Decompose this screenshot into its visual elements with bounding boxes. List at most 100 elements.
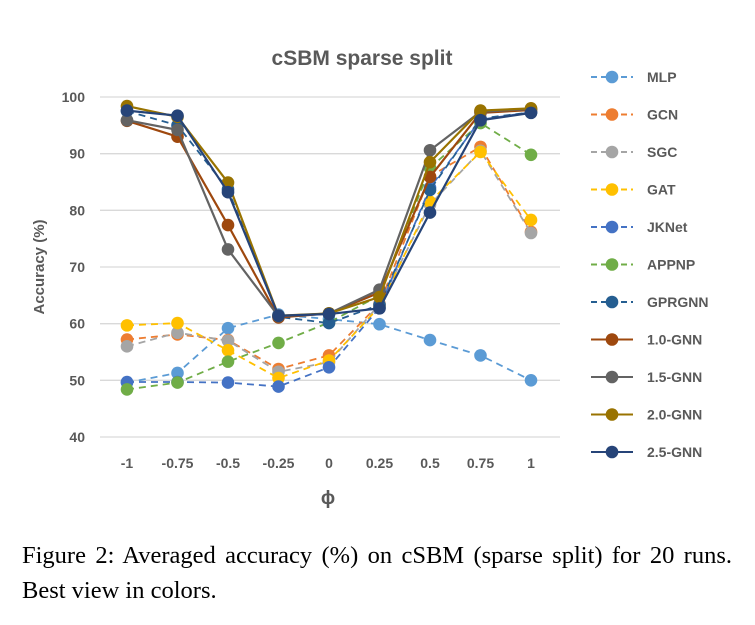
series-2.5-GNN	[120, 104, 538, 323]
series-line	[126, 108, 532, 319]
data-point	[423, 143, 437, 157]
data-point	[272, 336, 285, 350]
line-chart: cSBM sparse split 40 50 60 70 80 90 100 -1 -0.7…	[31, 47, 708, 509]
legend-label: JKNet	[647, 219, 688, 235]
legend-label: GPRGNN	[647, 294, 708, 310]
legend-label: 2.5-GNN	[647, 444, 702, 460]
legend-label: MLP	[647, 69, 677, 85]
legend-label: GCN	[647, 107, 678, 123]
legend-label: 1.0-GNN	[647, 332, 702, 348]
legend-item: GPRGNN	[591, 294, 708, 310]
data-point	[423, 333, 437, 347]
data-point	[524, 374, 538, 387]
legend-item: 2.0-GNN	[591, 407, 702, 423]
data-point	[221, 334, 235, 347]
data-point	[524, 148, 538, 162]
data-point	[474, 145, 487, 159]
y-tick-label: 70	[69, 259, 85, 275]
data-point	[171, 376, 184, 389]
data-point	[171, 326, 184, 340]
x-axis-label: ϕ	[321, 488, 335, 509]
legend-marker	[605, 295, 619, 309]
x-tick-label: 1	[527, 455, 535, 471]
data-point	[221, 376, 235, 389]
x-tick-label: -0.5	[216, 455, 240, 471]
data-point	[221, 243, 235, 256]
data-point	[221, 218, 235, 232]
legend-label: 2.0-GNN	[647, 407, 702, 423]
data-point	[120, 113, 134, 127]
legend-marker	[605, 70, 619, 84]
data-point	[272, 309, 285, 323]
legend-item: 1.0-GNN	[591, 332, 702, 348]
figure-caption: Figure 2: Averaged accuracy (%) on cSBM …	[22, 542, 732, 604]
legend-marker	[605, 108, 619, 121]
x-tick-label: -0.25	[263, 455, 295, 471]
data-point	[221, 344, 235, 357]
data-point	[120, 104, 134, 117]
legend: MLP GCN SGC GAT JKNet APPNP GPRGNN 1.0-GNN 1.5-G…	[591, 69, 708, 460]
data-point	[423, 206, 437, 219]
legend-item: GAT	[591, 182, 676, 198]
data-point	[221, 355, 235, 368]
x-tick-label: 0	[325, 455, 333, 471]
series-GCN	[120, 140, 538, 376]
legend-label: SGC	[647, 144, 677, 160]
data-point	[171, 316, 184, 330]
legend-label: APPNP	[647, 257, 695, 273]
y-tick-label: 90	[69, 146, 85, 162]
series-SGC	[120, 144, 538, 379]
data-point	[423, 170, 437, 184]
legend-marker	[605, 183, 619, 196]
y-tick-label: 60	[69, 316, 85, 332]
legend-item: MLP	[591, 69, 677, 85]
series-GAT	[120, 145, 538, 385]
data-point	[524, 213, 538, 227]
x-tick-label: -0.75	[162, 455, 194, 471]
series-1.0-GNN	[120, 103, 538, 324]
data-point	[423, 155, 437, 169]
data-point	[221, 185, 235, 199]
legend-marker	[605, 408, 619, 421]
data-point	[322, 361, 336, 374]
data-point	[171, 109, 184, 122]
legend-marker	[605, 370, 619, 384]
legend-marker	[605, 333, 619, 346]
legend-marker	[605, 145, 619, 159]
y-tick-label: 50	[69, 372, 85, 388]
series-line	[126, 150, 532, 380]
legend-item: SGC	[591, 144, 677, 160]
y-axis-label: Accuracy (%)	[31, 219, 48, 314]
data-point	[524, 226, 538, 240]
x-tick-label: 0.75	[467, 455, 494, 471]
legend-marker	[605, 220, 619, 234]
data-point	[474, 349, 487, 362]
data-point	[474, 113, 487, 127]
legend-marker	[605, 445, 619, 459]
data-point	[171, 366, 184, 380]
data-point	[272, 380, 285, 393]
data-point	[120, 383, 134, 396]
data-point	[322, 316, 336, 330]
data-point	[373, 302, 386, 315]
legend-item: JKNet	[591, 219, 688, 235]
legend-item: 1.5-GNN	[591, 369, 702, 385]
data-point	[524, 106, 538, 120]
legend-item: GCN	[591, 107, 678, 123]
data-point	[373, 317, 386, 331]
y-tick-label: 40	[69, 429, 85, 445]
x-tick-label: -1	[121, 455, 134, 471]
data-point	[171, 123, 184, 137]
legend-item: APPNP	[591, 257, 695, 273]
data-point	[474, 104, 487, 117]
series-line	[126, 145, 532, 370]
series-line	[126, 109, 532, 317]
data-point	[120, 340, 134, 353]
data-point	[322, 307, 336, 321]
x-tick-label: 0.25	[366, 455, 393, 471]
y-tick-label: 100	[62, 89, 86, 105]
series-line	[126, 149, 532, 373]
data-point	[221, 321, 235, 335]
series-line	[126, 110, 532, 325]
x-tick-label: 0.5	[420, 455, 440, 471]
